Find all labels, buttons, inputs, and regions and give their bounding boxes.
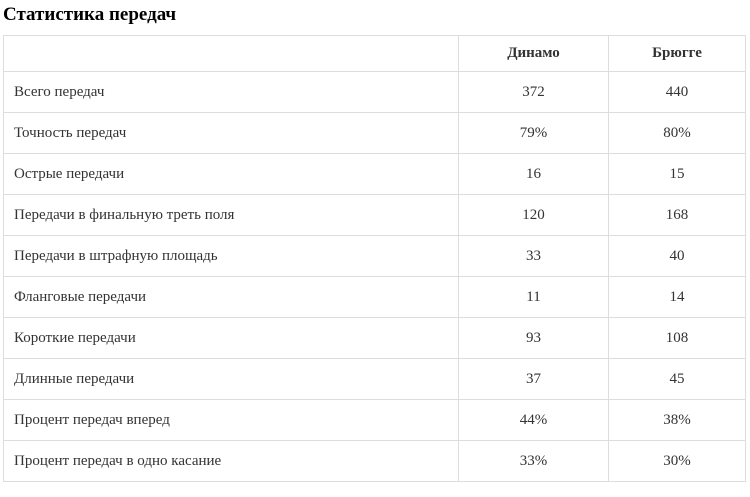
stat-row: Передачи в финальную треть поля 120 168 bbox=[3, 194, 746, 236]
stat-metric-cell: Точность передач bbox=[3, 112, 459, 154]
dynamo-value-cell: 33% bbox=[458, 440, 609, 482]
column-header-brugge: Брюгге bbox=[608, 35, 746, 72]
stat-row: Процент передач в одно касание 33% 30% bbox=[3, 440, 746, 482]
metric-column-header bbox=[3, 35, 459, 72]
stat-row: Острые передачи 16 15 bbox=[3, 153, 746, 195]
stat-row: Короткие передачи 93 108 bbox=[3, 317, 746, 359]
dynamo-value-cell: 120 bbox=[458, 194, 609, 236]
dynamo-value-cell: 93 bbox=[458, 317, 609, 359]
dynamo-value-cell: 11 bbox=[458, 276, 609, 318]
page-title: Статистика передач bbox=[3, 4, 177, 25]
passing-stats-table: Динамо Брюгге Всего передач 372 440 Точн… bbox=[3, 35, 746, 482]
stat-metric-cell: Короткие передачи bbox=[3, 317, 459, 359]
table-body: Всего передач 372 440 Точность передач 7… bbox=[3, 71, 746, 482]
dynamo-value-cell: 44% bbox=[458, 399, 609, 441]
column-header-dynamo: Динамо bbox=[458, 35, 609, 72]
brugge-value-cell: 15 bbox=[608, 153, 746, 195]
stat-metric-cell: Передачи в штрафную площадь bbox=[3, 235, 459, 277]
brugge-value-cell: 14 bbox=[608, 276, 746, 318]
dynamo-value-cell: 372 bbox=[458, 71, 609, 113]
stat-metric-cell: Передачи в финальную треть поля bbox=[3, 194, 459, 236]
stat-metric-cell: Процент передач вперед bbox=[3, 399, 459, 441]
dynamo-value-cell: 79% bbox=[458, 112, 609, 154]
dynamo-value-cell: 16 bbox=[458, 153, 609, 195]
stat-metric-cell: Всего передач bbox=[3, 71, 459, 113]
brugge-value-cell: 45 bbox=[608, 358, 746, 400]
dynamo-value-cell: 33 bbox=[458, 235, 609, 277]
brugge-value-cell: 440 bbox=[608, 71, 746, 113]
brugge-value-cell: 30% bbox=[608, 440, 746, 482]
table-header-row: Динамо Брюгге bbox=[3, 35, 746, 72]
dynamo-value-cell: 37 bbox=[458, 358, 609, 400]
stat-row: Передачи в штрафную площадь 33 40 bbox=[3, 235, 746, 277]
brugge-value-cell: 168 bbox=[608, 194, 746, 236]
brugge-value-cell: 40 bbox=[608, 235, 746, 277]
stat-row: Точность передач 79% 80% bbox=[3, 112, 746, 154]
brugge-value-cell: 80% bbox=[608, 112, 746, 154]
brugge-value-cell: 108 bbox=[608, 317, 746, 359]
brugge-value-cell: 38% bbox=[608, 399, 746, 441]
stat-row: Процент передач вперед 44% 38% bbox=[3, 399, 746, 441]
stat-row: Длинные передачи 37 45 bbox=[3, 358, 746, 400]
stat-metric-cell: Процент передач в одно касание bbox=[3, 440, 459, 482]
stat-row: Фланговые передачи 11 14 bbox=[3, 276, 746, 318]
stat-metric-cell: Фланговые передачи bbox=[3, 276, 459, 318]
stat-row: Всего передач 372 440 bbox=[3, 71, 746, 113]
stat-metric-cell: Острые передачи bbox=[3, 153, 459, 195]
stat-metric-cell: Длинные передачи bbox=[3, 358, 459, 400]
